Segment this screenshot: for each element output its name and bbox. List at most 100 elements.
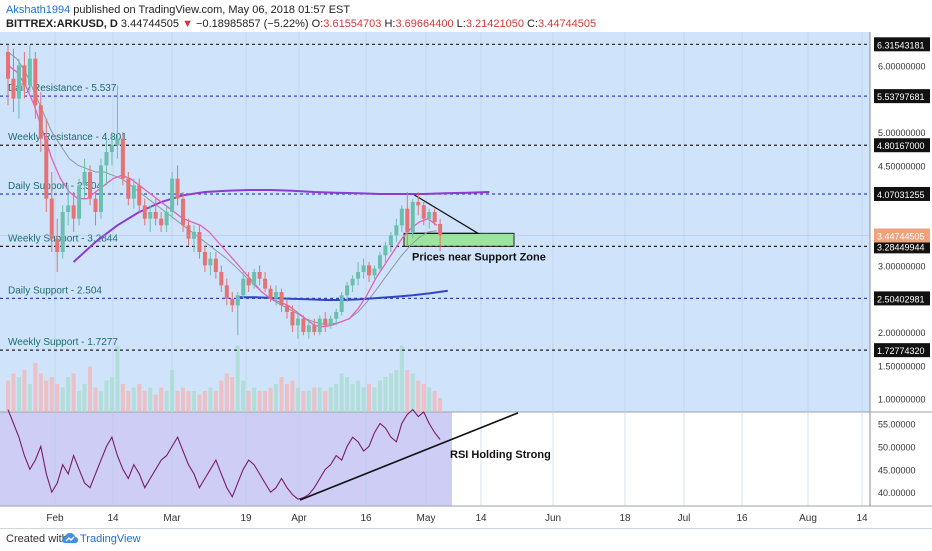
volume-bar	[170, 370, 175, 412]
candle-body	[345, 285, 350, 296]
published-text: published on TradingView.com, May 06, 20…	[73, 4, 351, 16]
volume-bar	[224, 373, 229, 412]
level-badge	[874, 186, 930, 201]
volume-bar	[246, 391, 251, 412]
candle-body	[350, 278, 355, 286]
tradingview-brand[interactable]: TradingView	[80, 533, 141, 545]
symbol-line: BITTREX:ARKUSD, D 3.44744505 ▼ −0.189858…	[6, 18, 596, 30]
volume-bar	[126, 391, 131, 412]
candle-body	[66, 205, 71, 212]
price-axis-tick: 4.50000000	[878, 161, 926, 171]
candle-body	[88, 172, 93, 199]
volume-bar	[71, 373, 76, 412]
price-chart[interactable]: Feb 14 Mar 19 Apr 16 May 14 Jun 18 Jul 16 Aug 14 Price…	[0, 32, 932, 528]
x-tick-label: 16	[736, 513, 748, 524]
candle-body	[323, 318, 328, 326]
candle-body	[33, 58, 38, 106]
candle-body	[263, 278, 268, 289]
price-axis-tick: 2.00000000	[878, 328, 926, 338]
volume-bar	[312, 387, 317, 412]
candle-body	[306, 325, 311, 332]
volume-bar	[16, 377, 21, 412]
volume-bar	[295, 387, 300, 412]
volume-bar	[181, 387, 186, 412]
candle-body	[274, 292, 279, 299]
x-tick-label: 14	[107, 513, 119, 524]
candle-body	[356, 272, 361, 279]
high-value: 3.69664400	[395, 18, 454, 30]
volume-bar	[49, 377, 54, 412]
rsi-line	[7, 408, 441, 500]
candle-body	[186, 225, 191, 239]
candle-body	[290, 312, 295, 326]
tradingview-cloud-icon	[62, 533, 78, 543]
candle-body	[372, 268, 377, 276]
volume-bar	[137, 384, 142, 412]
price-change: −0.18985857 (−5.22%)	[196, 18, 309, 30]
volume-bar	[284, 384, 289, 412]
volume-bar	[334, 384, 339, 412]
volume-bar	[213, 391, 218, 412]
volume-bar	[44, 380, 49, 412]
volume-bar	[328, 387, 333, 412]
rsi-trendline	[299, 412, 519, 501]
candle-body	[131, 185, 136, 199]
volume-bar	[230, 377, 235, 412]
x-tick-label: Mar	[163, 513, 181, 524]
chart-header: Akshath1994 published on TradingView.com…	[0, 0, 932, 32]
rsi-axis-tick: 45.00000	[878, 465, 916, 475]
volume-bar	[345, 377, 350, 412]
candle-body	[328, 318, 333, 326]
candle-body	[257, 272, 262, 279]
candle-body	[44, 138, 49, 199]
author-link[interactable]: Akshath1994	[6, 4, 71, 16]
volume-bar	[77, 391, 82, 412]
volume-bar	[197, 394, 202, 412]
volume-bar	[290, 380, 295, 412]
candle-body	[213, 258, 218, 272]
candle-body	[399, 208, 404, 226]
level-annotation: Weekly Resistance - 4.801	[8, 132, 127, 143]
created-with-text: Created with	[6, 533, 68, 545]
level-badge	[874, 239, 930, 254]
candle-body	[109, 145, 114, 152]
candle-body	[230, 298, 235, 306]
candle-body	[208, 258, 213, 266]
candle-body	[279, 292, 284, 306]
candle-body	[175, 178, 180, 199]
volume-bar	[438, 398, 443, 412]
open-value: 3.61554703	[323, 18, 382, 30]
level-badge	[874, 343, 930, 358]
rsi-band	[0, 412, 452, 506]
candle-body	[197, 232, 202, 252]
candle-body	[235, 295, 240, 306]
candle-body	[361, 265, 366, 272]
x-tick-label: 18	[619, 513, 631, 524]
x-tick-label: 14	[475, 513, 487, 524]
candle-body	[60, 212, 65, 252]
x-tick-label: 14	[856, 513, 868, 524]
down-arrow-icon: ▼	[182, 18, 193, 30]
rsi-axis-tick: 40.00000	[878, 488, 916, 498]
volume-bar	[257, 391, 262, 412]
candle-body	[126, 178, 131, 199]
volume-bar	[421, 384, 426, 412]
candle-body	[137, 185, 142, 206]
volume-bar	[6, 380, 10, 412]
candle-body	[284, 305, 289, 312]
price-axis-tick: 5.00000000	[878, 128, 926, 138]
volume-bar	[33, 363, 38, 412]
current-price-badge	[874, 228, 930, 243]
volume-bar	[153, 394, 158, 412]
level-badge	[874, 138, 930, 153]
candle-body	[6, 52, 10, 79]
volume-bar	[82, 384, 87, 412]
volume-bar	[66, 377, 71, 412]
level-badge-label: 4.07031255	[877, 190, 925, 200]
candle-body	[317, 318, 322, 332]
volume-bar	[339, 373, 344, 412]
low-label: L:	[456, 18, 466, 30]
rsi-axis-tick: 55.00000	[878, 419, 916, 429]
volume-bar	[383, 377, 388, 412]
volume-bar	[115, 345, 120, 412]
